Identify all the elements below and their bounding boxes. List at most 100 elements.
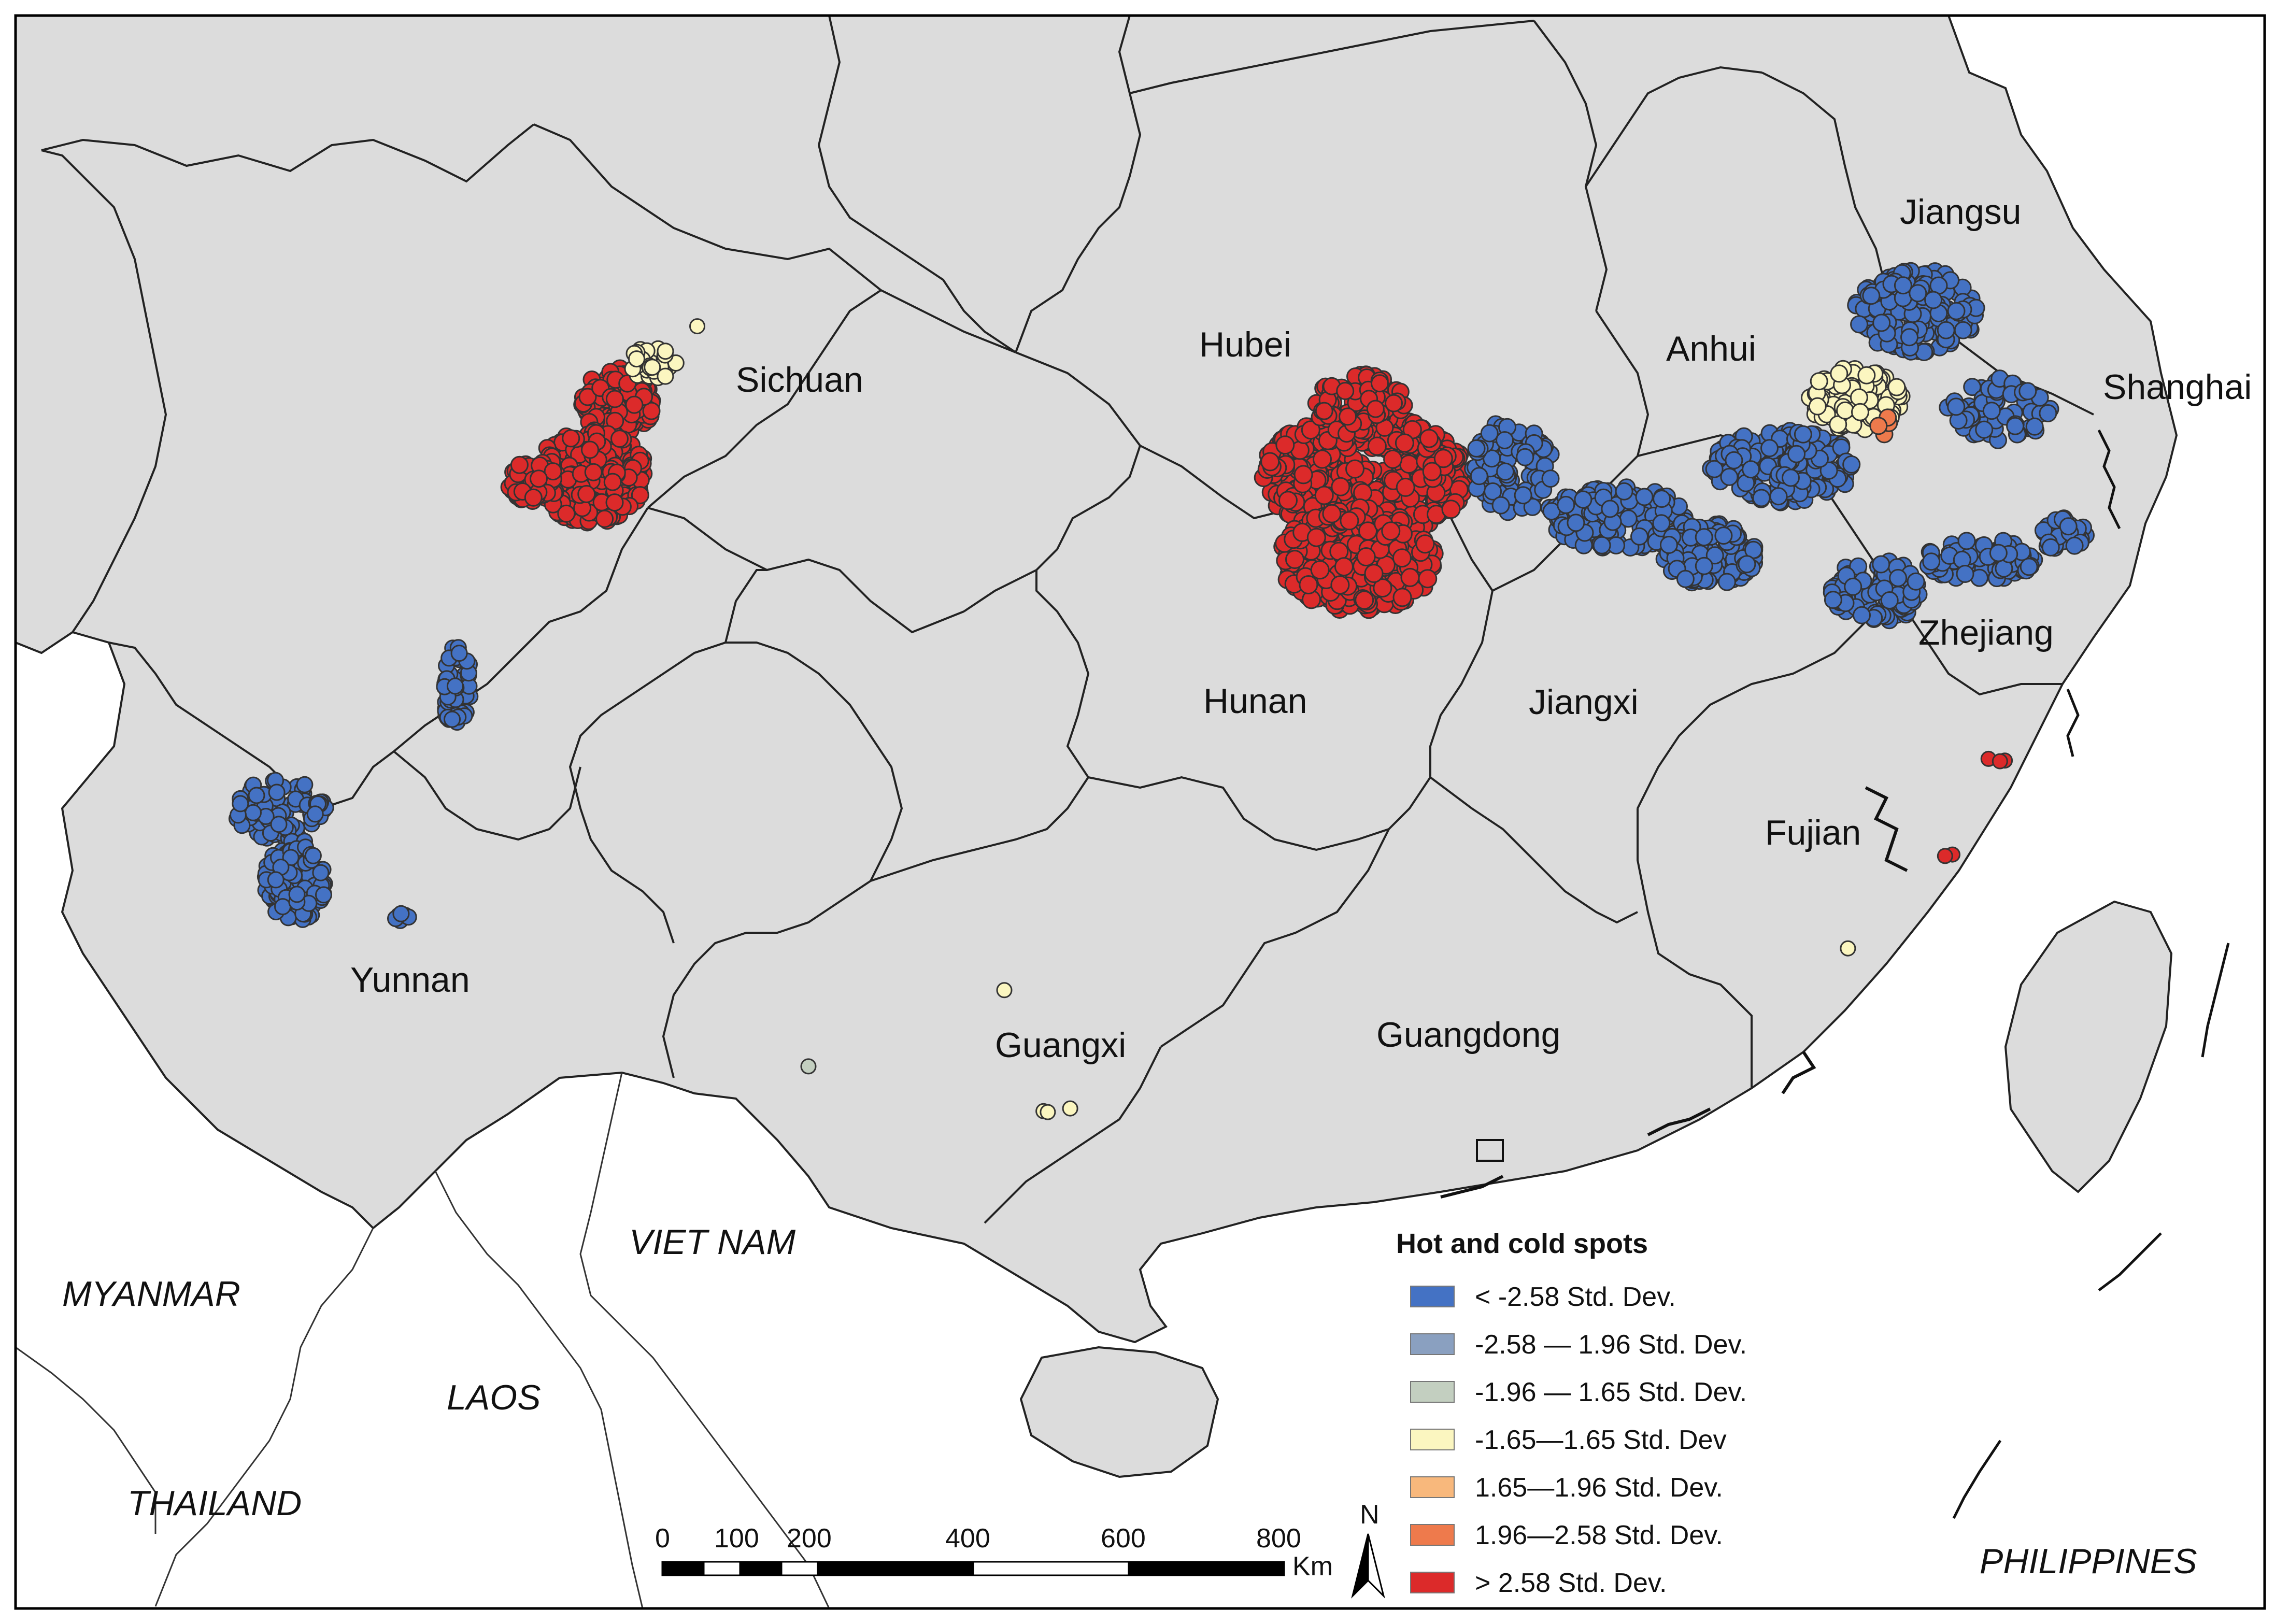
spot-point <box>1900 328 1918 347</box>
spot-point <box>1062 1100 1078 1117</box>
country-boundaries <box>15 1072 830 1609</box>
spot-point <box>1491 496 1510 515</box>
spot-point <box>1889 568 1908 587</box>
scale-bar: 0 100 200 400 600 800 Km <box>655 1523 1333 1582</box>
north-arrow-label: N <box>1360 1500 1380 1530</box>
spot-point <box>1441 500 1461 519</box>
spot-point <box>1851 403 1869 421</box>
spot-point <box>2025 417 2044 436</box>
country-labels: VIET NAM MYANMAR LAOS THAILAND PHILIPPIN… <box>62 1222 2197 1581</box>
spot-point <box>1947 302 1966 320</box>
spot-point <box>1385 394 1403 412</box>
spot-point <box>1872 555 1890 574</box>
spot-point <box>603 473 622 491</box>
spot-point <box>1872 314 1891 332</box>
spot-point <box>1278 491 1298 510</box>
cluster-sichuan-main <box>533 421 653 532</box>
country-label-laos: LAOS <box>447 1378 541 1417</box>
spot-point <box>1769 487 1788 506</box>
spot-point <box>1260 452 1280 472</box>
cluster-cold-anhui-main <box>1702 422 1861 511</box>
spot-point <box>562 429 580 448</box>
spot-point <box>1301 420 1320 440</box>
legend-label-3: -1.65—1.65 Std. Dev <box>1475 1425 1727 1455</box>
spot-point <box>1315 402 1333 420</box>
spot-point <box>1310 560 1330 580</box>
spot-point <box>1467 439 1486 458</box>
cluster-hot-fujian-coast <box>1937 846 1960 864</box>
coastal-islands <box>1440 429 2230 1519</box>
scale-tick-0: 0 <box>655 1523 670 1554</box>
spot-point <box>1400 567 1420 587</box>
province-labels: Sichuan Hubei Anhui Jiangsu Shanghai Zhe… <box>350 192 2252 1065</box>
cluster-cold-anhui-south <box>1655 515 1764 592</box>
spot-point <box>296 776 314 793</box>
spot-point <box>1314 486 1334 505</box>
china-landmass <box>15 15 2178 1344</box>
province-label-zhejiang: Zhejiang <box>1918 613 2054 652</box>
spot-point <box>1705 546 1724 565</box>
spot-point <box>628 350 645 368</box>
spot-point <box>1557 495 1575 514</box>
spot-point <box>584 463 603 481</box>
spot-point <box>1313 449 1332 469</box>
spot-point <box>1840 940 1856 957</box>
legend-label-0: < -2.58 Std. Dev. <box>1475 1282 1676 1312</box>
spot-point <box>578 388 597 406</box>
spot-point <box>1345 459 1364 479</box>
spot-point <box>1717 573 1736 591</box>
cluster-hubei-north <box>1307 365 1413 444</box>
spot-point <box>605 390 624 408</box>
hotspot-points <box>228 262 2095 1120</box>
cluster-hot-zhejiang-coast <box>1980 750 2013 770</box>
province-label-yunnan: Yunnan <box>350 960 470 1000</box>
spot-point <box>392 905 410 922</box>
spot-point <box>1392 588 1412 607</box>
spot-point <box>1399 454 1419 474</box>
spot-point <box>657 343 674 360</box>
scale-unit: Km <box>1292 1551 1333 1582</box>
cluster-cold-zhejiang-coast <box>2034 509 2095 557</box>
point-guangxi-2 <box>1035 1100 1078 1120</box>
spot-point <box>1705 460 1724 478</box>
cluster-cold-jiangsu <box>1847 262 1985 361</box>
spot-point <box>1395 433 1414 453</box>
spot-point <box>625 395 644 414</box>
spot-point <box>232 795 249 813</box>
spot-point <box>312 864 330 881</box>
spot-point <box>1422 462 1442 481</box>
cluster-cold-zhejiang-east <box>1919 532 2043 588</box>
spot-point <box>2020 558 2038 576</box>
spot-point <box>1541 469 1560 488</box>
spot-point <box>996 982 1013 999</box>
spot-point <box>1615 482 1633 501</box>
spot-point <box>1982 402 2001 420</box>
spot-point <box>1760 439 1779 458</box>
spot-point <box>1652 514 1671 533</box>
cluster-hot-light-anhui <box>1869 408 1898 444</box>
spot-point <box>1299 575 1318 594</box>
spot-point <box>1514 486 1532 505</box>
spot-point <box>1894 276 1912 295</box>
spot-point <box>1415 534 1435 554</box>
spot-point <box>657 367 674 385</box>
legend-swatch-1 <box>1410 1333 1455 1355</box>
province-label-jiangxi: Jiangxi <box>1529 682 1639 722</box>
spot-point <box>1676 569 1695 588</box>
spot-point <box>1794 425 1812 444</box>
spot-point <box>1373 578 1392 598</box>
spot-point <box>1830 364 1849 383</box>
spot-point <box>557 504 576 523</box>
spot-point <box>1496 462 1515 481</box>
spot-point <box>1808 397 1827 416</box>
scale-tick-100: 100 <box>714 1523 759 1554</box>
scale-tick-400: 400 <box>945 1523 990 1554</box>
spot-point <box>1601 500 1619 518</box>
cluster-cold-hubei-east <box>1464 415 1560 521</box>
scale-tick-600: 600 <box>1101 1523 1146 1554</box>
cluster-cold-yunnan-south <box>257 833 333 928</box>
legend-swatch-5 <box>1410 1524 1455 1546</box>
cluster-cold-anhui-west <box>1540 478 1695 557</box>
spot-point <box>274 898 291 916</box>
